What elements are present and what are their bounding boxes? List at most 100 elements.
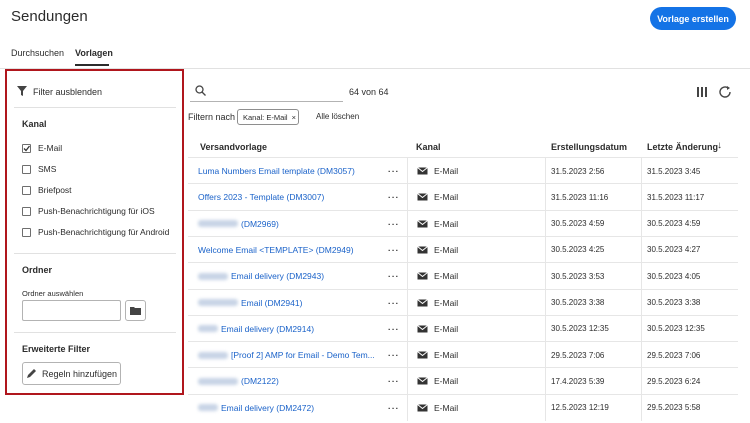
column-header[interactable]: Kanal (416, 142, 441, 152)
filter-label: Filtern nach (188, 112, 236, 122)
checkbox[interactable] (22, 207, 31, 216)
channel: E-Mail (434, 271, 459, 282)
template-name[interactable]: (DM2122) (241, 376, 279, 387)
column-divider (545, 368, 546, 395)
option-label: Push-Benachrichtigung für Android (38, 227, 170, 237)
checkbox[interactable] (22, 144, 31, 153)
table-row[interactable]: Luma Numbers Email template (DM3057) ··· E… (188, 157, 738, 184)
redacted-text (198, 299, 238, 306)
channel-cell: E-Mail (417, 211, 458, 237)
channel: E-Mail (434, 297, 459, 308)
checkbox[interactable] (22, 228, 31, 237)
modified-date: 30.5.2023 4:27 (647, 245, 701, 255)
more-actions[interactable]: ··· (388, 402, 400, 413)
created-date: 29.5.2023 7:06 (551, 350, 605, 360)
table-row[interactable]: Email (DM2941) ··· E-Mail 30.5.2023 3:38 30.… (188, 288, 738, 316)
created-date: 30.5.2023 4:25 (551, 245, 605, 255)
more-actions[interactable]: ··· (388, 297, 400, 308)
folder-input[interactable] (22, 300, 121, 321)
table-row[interactable]: (DM2122) ··· E-Mail 17.4.2023 5:39 29.5.2023… (188, 367, 738, 395)
page-title: Sendungen (11, 8, 88, 25)
tab[interactable]: Durchsuchen (11, 48, 65, 58)
column-divider (407, 315, 408, 342)
column-divider (641, 236, 642, 263)
column-divider (407, 263, 408, 290)
clear-all[interactable]: Alle löschen (316, 112, 360, 121)
create-button[interactable]: Vorlage erstellen (650, 7, 736, 30)
template-name[interactable]: Email delivery (DM2472) (221, 402, 315, 413)
toolbar-icons[interactable] (697, 86, 733, 98)
hide-filters[interactable]: Filter ausblenden (33, 87, 103, 97)
channel-cell: E-Mail (417, 263, 458, 289)
more-actions[interactable]: ··· (388, 244, 400, 255)
template-name[interactable]: [Proof 2] AMP for Email - Demo Tem... (231, 350, 375, 361)
folder-button[interactable] (125, 300, 146, 321)
template-name[interactable]: Offers 2023 - Template (DM3007) (198, 192, 325, 203)
tab-active[interactable]: Vorlagen (75, 48, 113, 58)
table-row[interactable]: Email delivery (DM2472) ··· E-Mail 12.5.202… (188, 393, 738, 421)
search-input[interactable] (190, 81, 343, 102)
column-header[interactable]: Erstellungsdatum (551, 142, 628, 152)
more-actions[interactable]: ··· (388, 323, 400, 334)
name-cell: (DM2969) (198, 211, 388, 237)
channel-cell: E-Mail (417, 368, 458, 394)
filter-chip[interactable]: Kanal: E-Mail × (237, 109, 299, 125)
option-label: E-Mail (38, 143, 63, 153)
result-count: 64 von 64 (349, 87, 389, 97)
column-divider (545, 315, 546, 342)
redacted-text (198, 272, 228, 280)
modified-date: 30.5.2023 3:38 (647, 298, 701, 307)
column-divider (545, 158, 546, 184)
more-actions[interactable]: ··· (388, 192, 400, 203)
tab-indicator (75, 64, 109, 66)
checkbox[interactable] (22, 186, 31, 195)
template-name[interactable]: (DM2969) (241, 218, 279, 229)
created-date: 31.5.2023 11:16 (551, 192, 609, 202)
add-rules-button[interactable]: Regeln hinzufügen (22, 362, 121, 385)
modified-date: 30.5.2023 12:35 (647, 324, 705, 334)
table-row[interactable]: Email delivery (DM2943) ··· E-Mail 30.5.202… (188, 262, 738, 290)
column-divider (641, 210, 642, 237)
table-row[interactable]: Email delivery (DM2914) ··· E-Mail 30.5.202… (188, 314, 738, 342)
template-name[interactable]: Luma Numbers Email template (DM3057) (198, 166, 355, 176)
column-header[interactable]: Versandvorlage (200, 142, 268, 152)
channel: E-Mail (434, 192, 459, 203)
checkbox[interactable] (22, 165, 31, 174)
channel-cell: E-Mail (417, 316, 458, 342)
column-divider (407, 210, 408, 237)
table-row[interactable]: Welcome Email <TEMPLATE> (DM2949) ··· E-Ma… (188, 235, 738, 263)
section-title: Kanal (22, 119, 47, 129)
channel-cell: E-Mail (417, 184, 458, 210)
template-name[interactable]: Email delivery (DM2914) (221, 323, 315, 334)
channel-cell: E-Mail (417, 237, 458, 263)
section-title: Erweiterte Filter (22, 344, 91, 354)
table-row[interactable]: [Proof 2] AMP for Email - Demo Tem... ···… (188, 341, 738, 369)
table-row[interactable]: Offers 2023 - Template (DM3007) ··· E-Mail… (188, 183, 738, 211)
modified-date: 31.5.2023 11:17 (647, 192, 705, 202)
redacted-text (198, 220, 238, 228)
modified-date: 30.5.2023 4:05 (647, 271, 701, 281)
column-header[interactable]: Letzte Änderung (647, 142, 718, 152)
template-name[interactable]: Email delivery (DM2943) (231, 271, 325, 282)
template-name[interactable]: Email (DM2941) (241, 297, 303, 308)
more-actions[interactable]: ··· (388, 218, 400, 229)
column-divider (545, 210, 546, 237)
table-row[interactable]: (DM2969) ··· E-Mail 30.5.2023 4:59 30.5.2023… (188, 209, 738, 237)
more-actions[interactable]: ··· (388, 166, 400, 176)
column-divider (407, 289, 408, 316)
name-cell: Luma Numbers Email template (DM3057) (198, 158, 388, 184)
column-divider (545, 263, 546, 290)
column-divider (545, 184, 546, 211)
more-actions[interactable]: ··· (388, 376, 400, 387)
name-cell: [Proof 2] AMP for Email - Demo Tem... (198, 342, 388, 368)
more-actions[interactable]: ··· (388, 350, 400, 361)
chip-label: Kanal: E-Mail (243, 112, 288, 122)
column-divider (407, 394, 408, 421)
name-cell: (DM2122) (198, 368, 388, 394)
more-actions[interactable]: ··· (388, 271, 400, 282)
channel: E-Mail (434, 376, 459, 387)
template-name[interactable]: Welcome Email <TEMPLATE> (DM2949) (198, 244, 354, 255)
column-divider (641, 368, 642, 395)
